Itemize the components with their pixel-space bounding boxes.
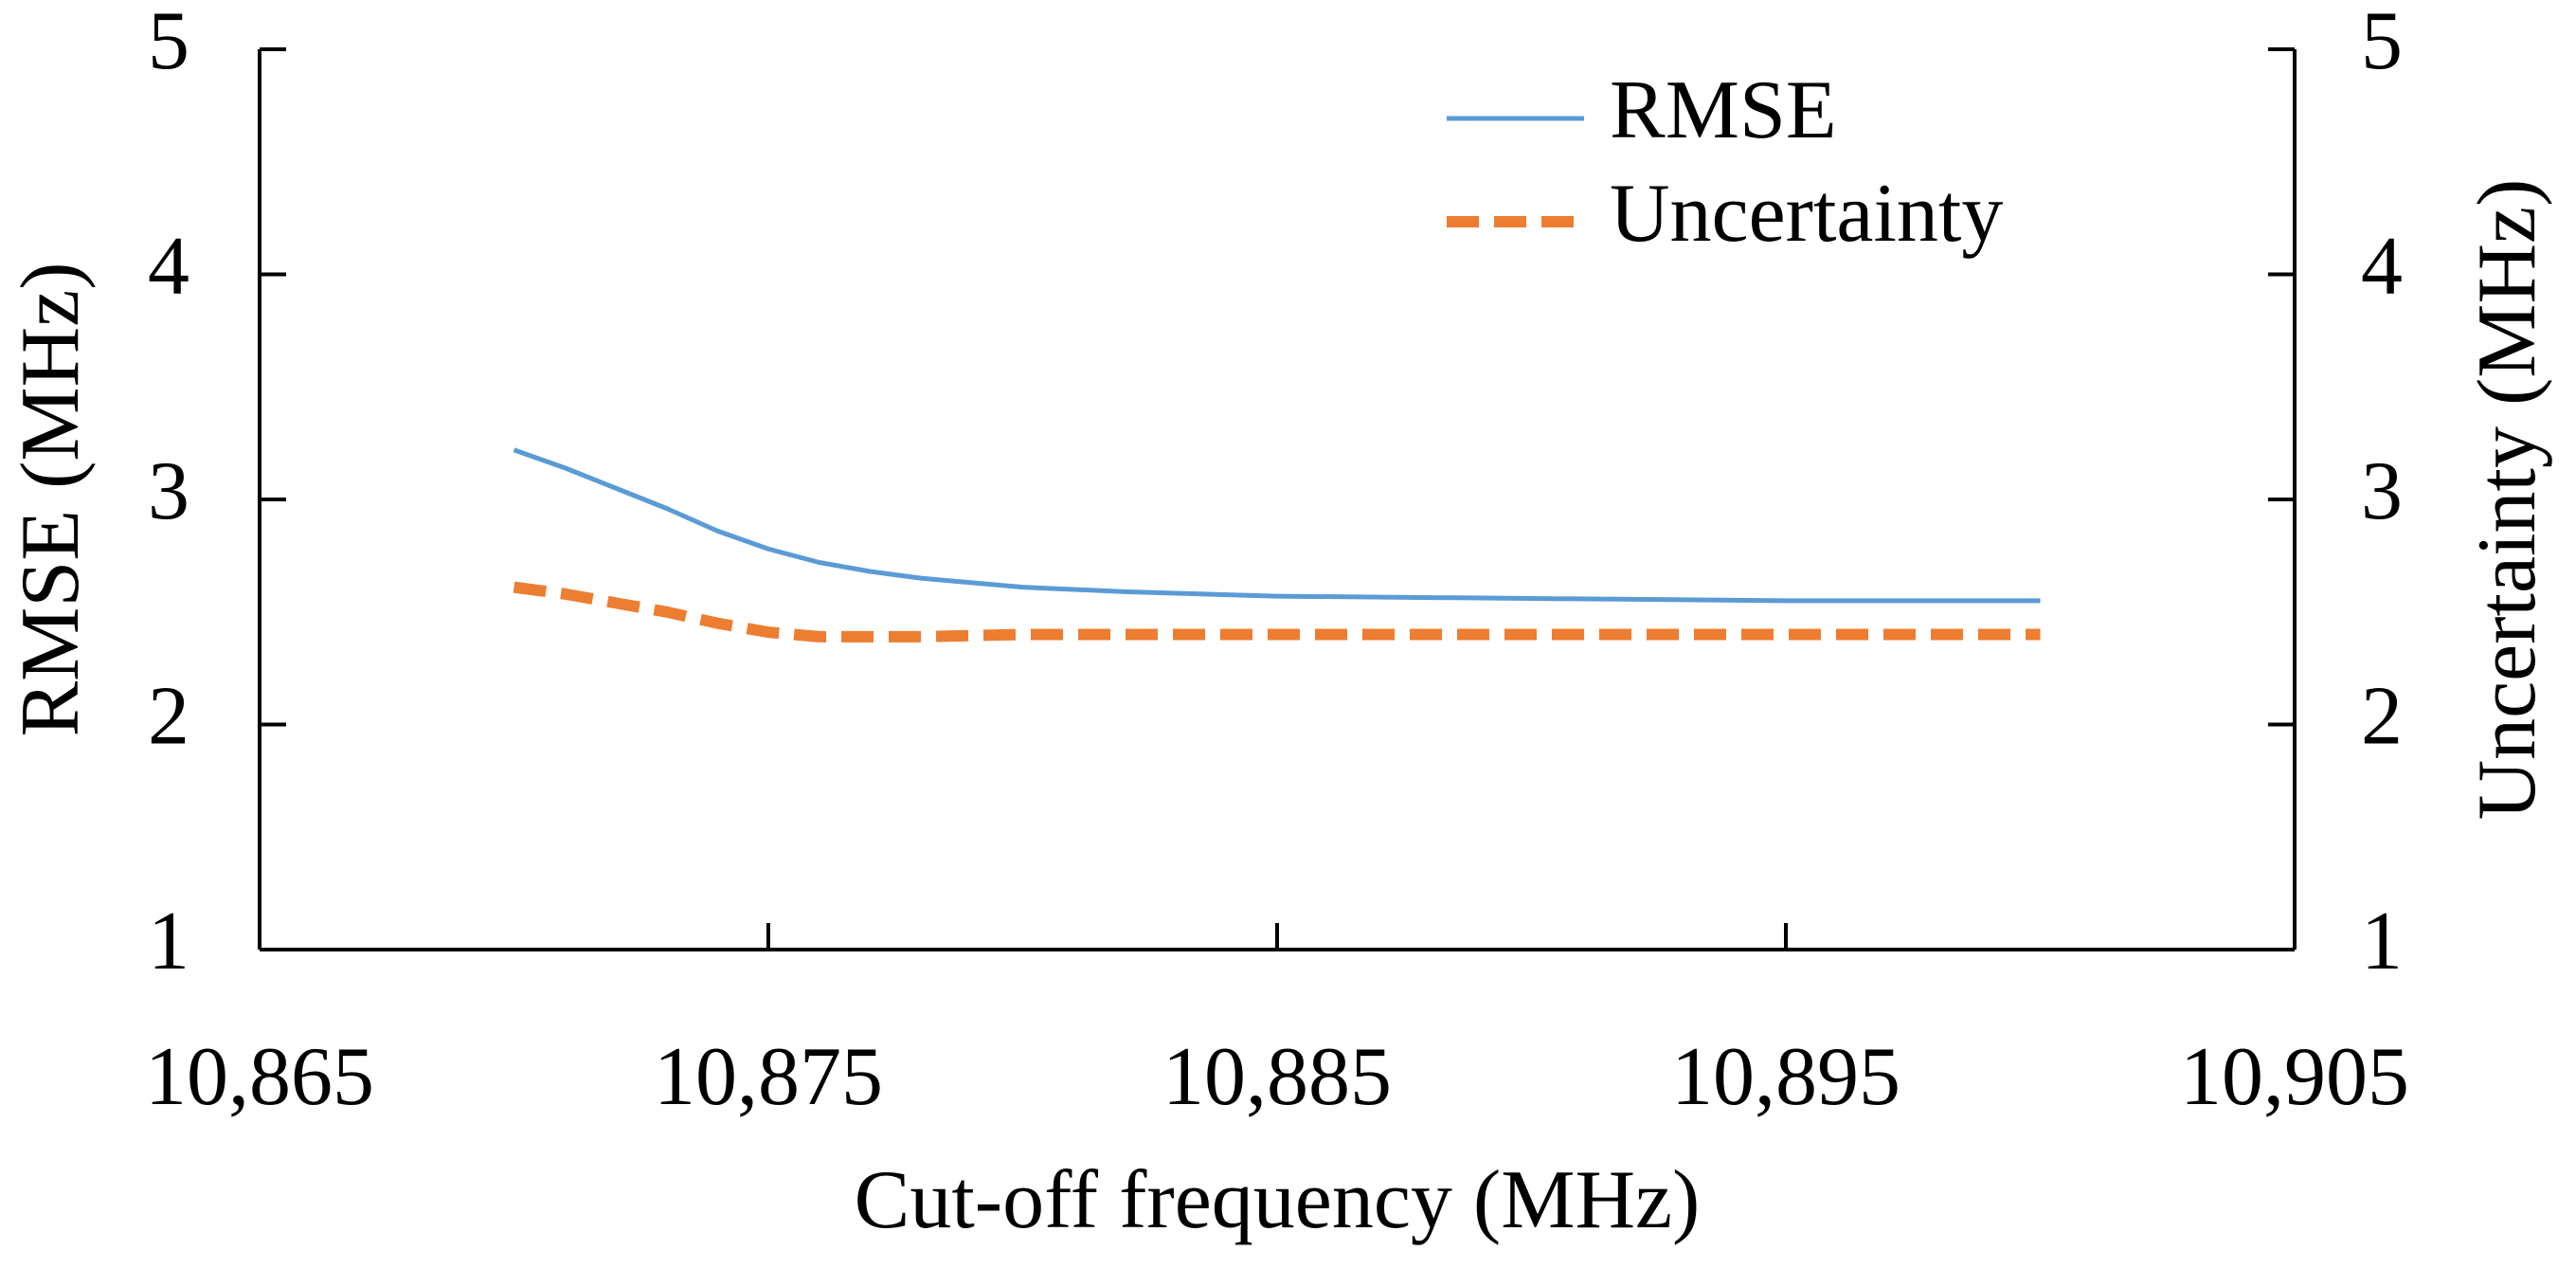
y-tick-label: 3 (148, 445, 189, 537)
line-series (513, 447, 2041, 604)
y-axis-title: RMSE (MHz) (5, 262, 97, 736)
y-tick-label: 4 (148, 221, 189, 313)
legend-label: Uncertainty (1610, 168, 2003, 260)
x-tick-label: 10,865 (145, 1031, 374, 1123)
y2-tick-label: 1 (2361, 896, 2403, 987)
x-tick-label: 10,905 (2180, 1031, 2409, 1123)
y-tick-label: 2 (148, 671, 189, 763)
legend-label: RMSE (1610, 64, 1837, 156)
y2-tick-label: 2 (2361, 671, 2403, 763)
y2-axis-title: Uncertainty (MHz) (2461, 179, 2553, 821)
y2-tick-label: 5 (2361, 0, 2403, 87)
x-tick-label: 10,895 (1671, 1031, 1900, 1123)
x-axis-title: Cut-off frequency (MHz) (855, 1154, 1701, 1246)
y-tick-label: 1 (148, 896, 189, 987)
y-tick-label: 5 (148, 0, 189, 87)
y2-tick-label: 4 (2361, 221, 2403, 313)
line-series (513, 581, 2041, 643)
x-tick-label: 10,885 (1162, 1031, 1392, 1123)
x-tick-label: 10,875 (654, 1031, 883, 1123)
y2-tick-label: 3 (2361, 445, 2403, 537)
